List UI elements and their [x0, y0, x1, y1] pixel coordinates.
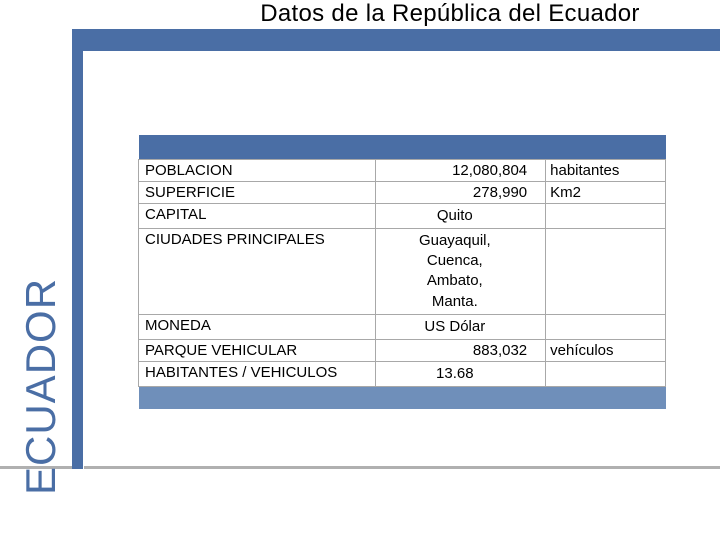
cell-unit [546, 203, 666, 228]
table-row: HABITANTES / VEHICULOS 13.68 [139, 362, 666, 387]
cell-label: CAPITAL [139, 203, 376, 228]
cell-unit [546, 314, 666, 339]
city-item: Manta. [382, 292, 527, 312]
cell-value: US Dólar [376, 314, 546, 339]
slide: Datos de la República del Ecuador ECUADO… [0, 0, 720, 540]
cell-unit: habitantes [546, 159, 666, 181]
table-row: CIUDADES PRINCIPALES Guayaquil, Cuenca, … [139, 228, 666, 314]
table-header-row [139, 135, 666, 159]
header-accent-bar [0, 29, 720, 51]
table-row: CAPITAL Quito [139, 203, 666, 228]
city-item: Guayaquil, [382, 231, 527, 251]
cell-label: MONEDA [139, 314, 376, 339]
cell-label: SUPERFICIE [139, 181, 376, 203]
cell-value: 13.68 [376, 362, 546, 387]
cell-value: 883,032 [376, 340, 546, 362]
sidebar-label-wrap: ECUADOR [8, 55, 74, 495]
city-item: Ambato, [382, 271, 527, 291]
cell-unit [546, 362, 666, 387]
sidebar-label: ECUADOR [17, 278, 65, 495]
table-row: PARQUE VEHICULAR 883,032 vehículos [139, 340, 666, 362]
city-item: Cuenca, [382, 251, 527, 271]
cell-label: PARQUE VEHICULAR [139, 340, 376, 362]
table-row: MONEDA US Dólar [139, 314, 666, 339]
cell-value: 278,990 [376, 181, 546, 203]
cell-value: Quito [376, 203, 546, 228]
horizontal-rule [84, 466, 720, 469]
table-footer-row [139, 387, 666, 409]
cell-label: HABITANTES / VEHICULOS [139, 362, 376, 387]
table-row: POBLACION 12,080,804 habitantes [139, 159, 666, 181]
cell-cities: Guayaquil, Cuenca, Ambato, Manta. [376, 228, 546, 314]
cell-unit: Km2 [546, 181, 666, 203]
cell-label: CIUDADES PRINCIPALES [139, 228, 376, 314]
cell-label: POBLACION [139, 159, 376, 181]
cell-unit [546, 228, 666, 314]
data-table: POBLACION 12,080,804 habitantes SUPERFIC… [138, 135, 666, 409]
cell-value: 12,080,804 [376, 159, 546, 181]
sidebar: ECUADOR [0, 29, 84, 469]
table-row: SUPERFICIE 278,990 Km2 [139, 181, 666, 203]
cell-unit: vehículos [546, 340, 666, 362]
page-title: Datos de la República del Ecuador [180, 0, 720, 30]
